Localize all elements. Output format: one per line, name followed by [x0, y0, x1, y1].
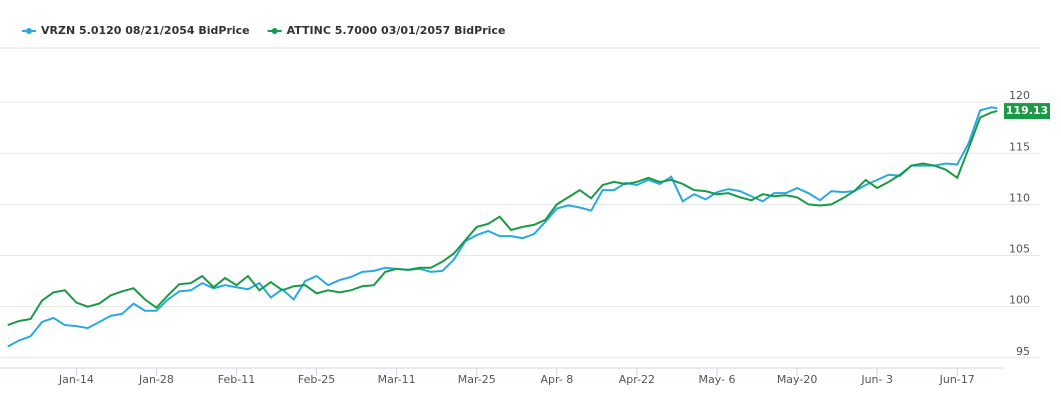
legend: VRZN 5.0120 08/21/2054 BidPrice ATTINC 5.… — [22, 24, 505, 37]
y-tick-label: 95 — [1016, 345, 1030, 358]
x-tick-label: Feb-25 — [298, 373, 335, 386]
y-tick-label: 100 — [1009, 294, 1030, 307]
last-value-box — [1004, 103, 1050, 120]
last-value-label: 119.13 — [1006, 104, 1048, 117]
legend-label: VRZN 5.0120 08/21/2054 BidPrice — [41, 24, 250, 37]
x-tick-label: Jun-17 — [939, 373, 975, 386]
legend-marker — [271, 28, 278, 34]
x-tick-label: May- 6 — [698, 373, 735, 386]
series-line — [7, 110, 998, 327]
x-tick-label: May-20 — [777, 373, 818, 386]
y-tick-label: 105 — [1009, 243, 1030, 256]
legend-marker — [26, 28, 32, 34]
y-tick-label: 110 — [1009, 191, 1030, 204]
y-tick-label: 120 — [1009, 89, 1030, 102]
x-tick-label: Apr-22 — [619, 373, 655, 386]
legend-label: ATTINC 5.7000 03/01/2057 BidPrice — [287, 24, 506, 37]
x-tick-label: Jan-28 — [138, 373, 174, 386]
x-tick-label: Apr- 8 — [540, 373, 573, 386]
y-tick-label: 115 — [1009, 140, 1030, 153]
series-line — [7, 106, 998, 348]
x-tick-label: Jun- 3 — [860, 373, 893, 386]
x-tick-label: Jan-14 — [58, 373, 94, 386]
x-tick-label: Feb-11 — [218, 373, 255, 386]
x-tick-label: Mar-25 — [458, 373, 496, 386]
x-tick-label: Mar-11 — [378, 373, 416, 386]
